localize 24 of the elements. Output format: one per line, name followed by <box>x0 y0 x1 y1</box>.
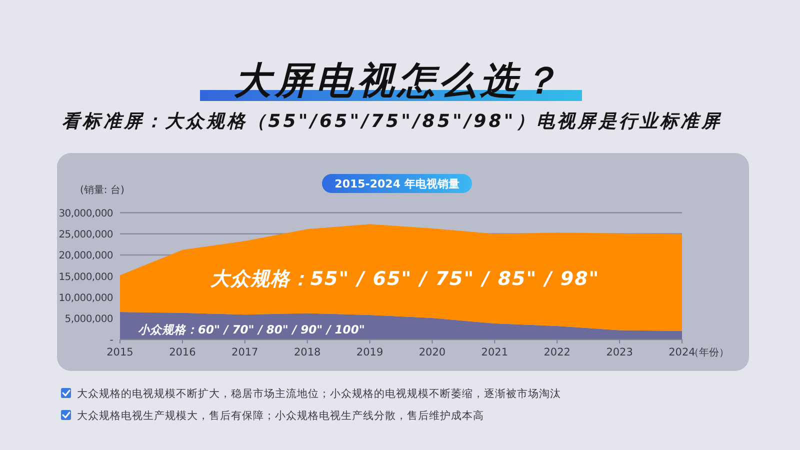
x-tick-label: 2015 <box>106 346 134 358</box>
x-tick-label: 2017 <box>232 346 258 358</box>
y-tick-label: 15,000,000 <box>58 272 113 283</box>
series-label: 大众规格：55" / 65" / 75" / 85" / 98" <box>210 268 600 290</box>
text: 2015-2024 年电视销量 <box>334 178 460 190</box>
x-tick-label: 2024 <box>668 346 696 358</box>
y-tick-label: - <box>110 335 114 346</box>
series-label: 小众规格：60" / 70" / 80" / 90" / 100" <box>138 322 365 337</box>
y-axis-title: (销量: 台) <box>80 184 124 196</box>
x-tick-label: 2019 <box>356 346 384 358</box>
x-tick-label: 2021 <box>481 346 508 358</box>
x-tick-label: 2016 <box>169 346 196 358</box>
y-tick-label: 5,000,000 <box>64 314 113 326</box>
x-tick-label: 2022 <box>544 346 570 358</box>
y-tick-label: 30,000,000 <box>58 208 113 220</box>
x-tick-label: 2018 <box>294 346 321 358</box>
text: 大众规格的电视规模不断扩大，稳居市场主流地位；小众规格的电视规模不断萎缩，逐渐被市场淘汰 <box>77 387 561 400</box>
text: 大众规格电视生产规模大，售后有保障；小众规格电视生产线分散，售后维护成本高 <box>77 409 484 422</box>
chart-subtitle: 看标准屏：大众规格（55"/65"/75"/85"/98"）电视屏是行业标准屏 <box>62 111 722 132</box>
y-tick-label: 10,000,000 <box>58 292 113 304</box>
x-tick-label: 2023 <box>606 346 633 358</box>
y-tick-label: 25,000,000 <box>58 230 113 241</box>
x-tick-label: 2020 <box>418 346 446 358</box>
y-tick-label: 20,000,000 <box>58 250 113 262</box>
